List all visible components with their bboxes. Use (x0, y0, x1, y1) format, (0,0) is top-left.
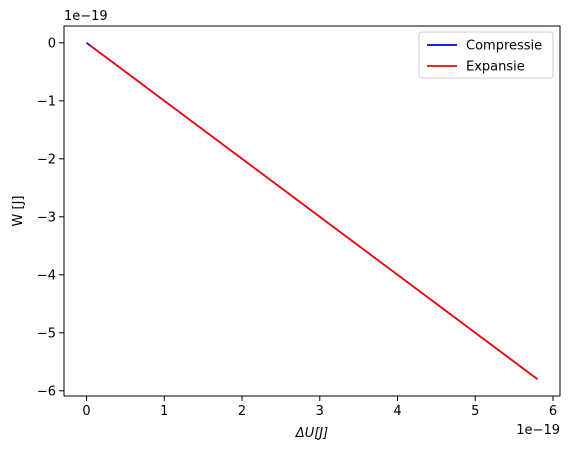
x-axis-ticks: 0 1 2 3 4 5 6 (82, 396, 557, 419)
legend: Compressie Expansie (418, 31, 554, 79)
series-line-expansie (89, 45, 538, 380)
x-tick-label: 5 (471, 404, 479, 419)
y-tick-label: −4 (37, 268, 56, 283)
x-tick-label: 3 (316, 404, 324, 419)
x-axis-label: ΔU[J] (295, 426, 328, 441)
y-tick-label: −1 (37, 94, 56, 109)
x-tick-label: 0 (82, 404, 90, 419)
y-tick-label: −2 (37, 152, 56, 167)
legend-label-expansie: Expansie (466, 60, 525, 75)
y-axis-label: W [J] (11, 196, 26, 227)
y-axis-ticks: 0 −1 −2 −3 −4 −5 −6 (37, 36, 64, 399)
y-tick-label: 0 (48, 36, 56, 51)
x-tick-label: 6 (549, 404, 557, 419)
legend-label-compressie: Compressie (466, 39, 542, 54)
plot-area (63, 25, 561, 397)
y-tick-label: −3 (37, 210, 56, 225)
y-offset-label: 1e−19 (64, 9, 108, 24)
x-offset-label: 1e−19 (516, 423, 560, 438)
x-tick-label: 2 (238, 404, 246, 419)
y-tick-label: −6 (37, 384, 56, 399)
x-tick-label: 1 (160, 404, 168, 419)
y-tick-label: −5 (37, 326, 56, 341)
x-tick-label: 4 (393, 404, 401, 419)
series-layer (86, 42, 538, 380)
